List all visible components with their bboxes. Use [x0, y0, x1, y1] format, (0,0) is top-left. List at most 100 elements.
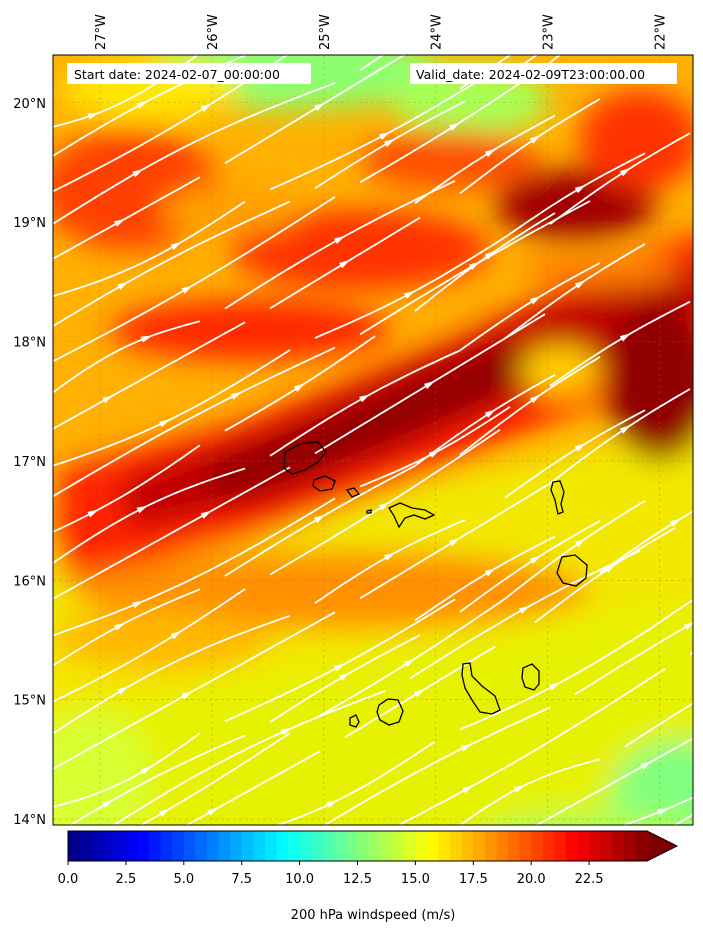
colorbar-cell [635, 831, 648, 861]
streamline [504, 409, 646, 499]
streamline-arrow [334, 663, 346, 672]
streamline-arrow [102, 799, 114, 808]
streamline-arrow [684, 622, 693, 630]
streamline-arrow [484, 250, 496, 260]
island-maio [521, 663, 540, 691]
colorbar-cell [612, 831, 625, 861]
colorbar-cell [114, 831, 127, 861]
streamline [535, 737, 693, 825]
streamline [53, 466, 291, 600]
streamline-arrow [314, 102, 326, 112]
streamline-arrow [604, 563, 616, 573]
streamline-arrow [132, 600, 144, 609]
colorbar-cell [322, 831, 335, 861]
streamline [414, 535, 556, 622]
streamline [624, 702, 693, 748]
streamline-arrow [449, 122, 461, 131]
streamline [53, 346, 336, 498]
streamline-arrow [379, 131, 391, 140]
streamline [549, 132, 691, 225]
streamline [414, 114, 556, 204]
lat-tick-label: 17°N [13, 455, 46, 470]
colorbar-cell [241, 831, 254, 861]
streamline-arrow [159, 808, 171, 817]
latitude-labels: 20°N 19°N 18°N 17°N 16°N 15°N 14°N [13, 97, 46, 828]
colorbar-cell [276, 831, 289, 861]
colorbar-tick-label: 0.0 [58, 872, 79, 887]
streamline-arrow [384, 552, 396, 561]
island-sal [550, 480, 565, 515]
streamline-arrow [87, 509, 99, 518]
streamline-arrow [117, 281, 129, 290]
streamline [549, 388, 691, 485]
streamline-arrow [575, 22, 586, 31]
streamline-arrow [114, 622, 126, 631]
colorbar-cell [299, 831, 312, 861]
colorbar-cell [68, 831, 81, 861]
streamline-arrow [619, 425, 631, 434]
streamline-arrow [640, 761, 652, 770]
streamline-arrow [529, 555, 541, 565]
streamline-arrow [136, 505, 148, 514]
streamline-arrow [574, 184, 587, 194]
lon-tick-label: 25°W [318, 14, 333, 50]
lon-tick-label: 24°W [430, 14, 445, 50]
longitude-labels: 27°W 26°W 25°W 24°W 23°W 22°W [94, 14, 668, 50]
colorbar-cell [554, 831, 567, 861]
streamline [323, 706, 551, 825]
streamline [53, 588, 246, 703]
streamline [53, 614, 291, 735]
colorbar-cell [345, 831, 359, 861]
streamline-arrow [280, 727, 293, 736]
colorbar-cell [264, 831, 278, 861]
colorbar-cell [195, 831, 208, 861]
streamline [53, 200, 291, 328]
streamline [599, 510, 693, 574]
streamline-arrow [669, 518, 681, 527]
streamline-arrow [574, 279, 586, 289]
streamline-arrow [619, 333, 632, 342]
colorbar-ticks: 0.0 2.5 5.0 7.5 10.0 12.5 15.0 17.5 20.0 22.5 [58, 861, 604, 887]
streamline [459, 98, 601, 195]
streamline-arrow [339, 259, 351, 269]
streamline [53, 732, 201, 808]
streamline [504, 152, 646, 239]
lat-tick-label: 19°N [13, 216, 46, 231]
streamline-arrow [326, 800, 338, 808]
streamline [549, 55, 562, 64]
start-date-box: Start date: 2024-02-07_00:00:00 [67, 63, 311, 84]
streamline [504, 500, 646, 600]
colorbar-cell [206, 831, 220, 861]
streamline-arrow [519, 605, 531, 614]
streamline [397, 668, 666, 825]
streamline-arrow [514, 784, 526, 793]
island-santiago [461, 662, 501, 715]
streamline-arrow [424, 380, 436, 390]
colorbar-cells [68, 831, 648, 861]
streamline-arrow [449, 537, 461, 547]
streamline [68, 734, 246, 825]
valid-date-text: Valid_date: 2024-02-09T23:00:00.00 [416, 67, 645, 82]
island-boa-vista [556, 554, 588, 587]
streamline-arrow [484, 148, 496, 158]
streamline-arrow [117, 686, 129, 695]
island-santo-antao [283, 441, 327, 475]
colorbar-cell [149, 831, 162, 861]
colorbar-tick-label: 7.5 [231, 872, 252, 887]
colorbar-cell [392, 831, 405, 861]
colorbar-tick-label: 5.0 [173, 872, 194, 887]
lat-tick-label: 20°N [13, 97, 46, 112]
streamline-arrow [529, 394, 541, 404]
streamline [414, 374, 556, 467]
colorbar-cell [519, 831, 532, 861]
streamline [53, 497, 336, 637]
colorbar-cell [160, 831, 173, 861]
colorbar-extend-arrow [647, 831, 677, 861]
colorbar-cell [496, 831, 509, 861]
colorbar-cell [600, 831, 613, 861]
island-brava [349, 714, 360, 728]
streamline [649, 598, 693, 630]
colorbar-cell [623, 831, 637, 861]
gridlines [53, 55, 693, 825]
